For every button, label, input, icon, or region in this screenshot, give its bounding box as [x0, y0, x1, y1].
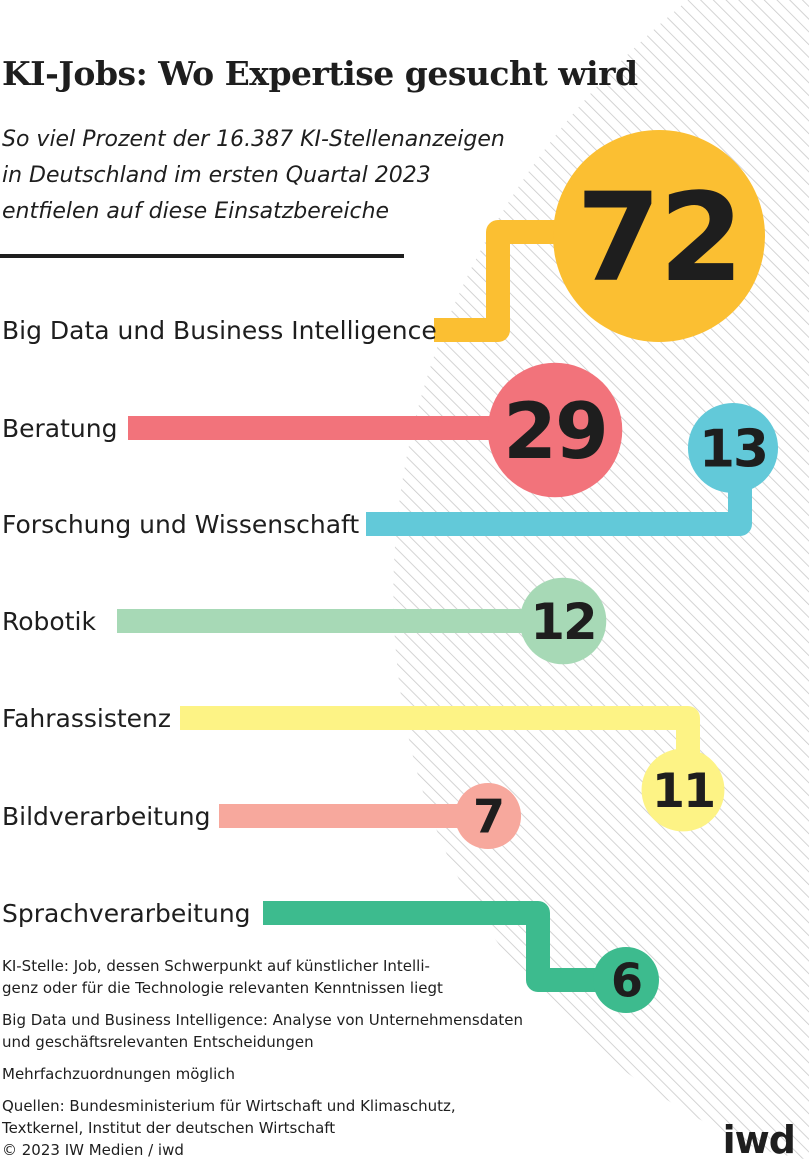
footnote-line: Mehrfachzuordnungen möglich — [2, 1065, 235, 1083]
footnote-sources: Quellen: Bundesministerium für Wirtschaf… — [2, 1095, 582, 1161]
category-label: Bildverarbeitung — [2, 802, 211, 831]
footnote-line: Textkernel, Institut der deutschen Wirts… — [2, 1119, 336, 1137]
value-label: 29 — [503, 387, 607, 477]
footnote-line: und geschäftsrelevanten Entscheidungen — [2, 1033, 314, 1051]
footnote-bigdata-definition: Big Data und Business Intelligence: Anal… — [2, 1009, 582, 1053]
value-label: 72 — [576, 167, 742, 309]
value-label: 11 — [652, 764, 714, 819]
value-circle — [553, 130, 765, 342]
footnote-line: KI-Stelle: Job, dessen Schwerpunkt auf k… — [2, 957, 430, 975]
footnote-line: Quellen: Bundesministerium für Wirtschaf… — [2, 1097, 456, 1115]
footnotes: KI-Stelle: Job, dessen Schwerpunkt auf k… — [2, 955, 582, 1161]
bar-connector — [263, 901, 600, 992]
iwd-logo: iwd — [722, 1118, 796, 1162]
footnote-note: Mehrfachzuordnungen möglich — [2, 1063, 582, 1085]
subtitle-line: entfielen auf diese Einsatzbereiche — [2, 199, 390, 224]
footnote-line: genz oder für die Technologie relevanten… — [2, 979, 443, 997]
chart-marks: Big Data und Business Intelligence 72 Bera… — [2, 130, 779, 1013]
category-label: Big Data und Business Intelligence — [2, 316, 437, 345]
category-label: Fahrassistenz — [2, 704, 171, 733]
value-label: 6 — [611, 954, 641, 1008]
value-label: 7 — [473, 790, 503, 844]
value-circle — [687, 402, 779, 494]
footnote-copyright: © 2023 IW Medien / iwd — [2, 1141, 184, 1159]
bar-connector — [434, 220, 600, 342]
category-label: Sprachverarbeitung — [2, 899, 251, 928]
value-circle — [519, 577, 607, 665]
value-circle — [641, 748, 725, 832]
value-circle — [487, 362, 623, 498]
title-rule — [0, 254, 404, 258]
category-label: Beratung — [2, 414, 118, 443]
value-label: 13 — [699, 420, 767, 480]
subtitle-line: So viel Prozent der 16.387 KI-Stellenanz… — [2, 127, 505, 152]
value-circle — [454, 782, 522, 850]
chart-subtitle: So viel Prozent der 16.387 KI-Stellenanz… — [2, 122, 562, 230]
value-label: 12 — [530, 593, 595, 651]
category-label: Robotik — [2, 607, 96, 636]
category-label: Forschung und Wissenschaft — [2, 510, 359, 539]
value-circle — [593, 947, 659, 1013]
footnote-line: Big Data und Business Intelligence: Anal… — [2, 1011, 524, 1029]
footnote-ki-definition: KI-Stelle: Job, dessen Schwerpunkt auf k… — [2, 955, 582, 999]
chart-title: KI-Jobs: Wo Expertise gesucht wird — [2, 54, 638, 93]
subtitle-line: in Deutschland im ersten Quartal 2023 — [2, 163, 431, 188]
